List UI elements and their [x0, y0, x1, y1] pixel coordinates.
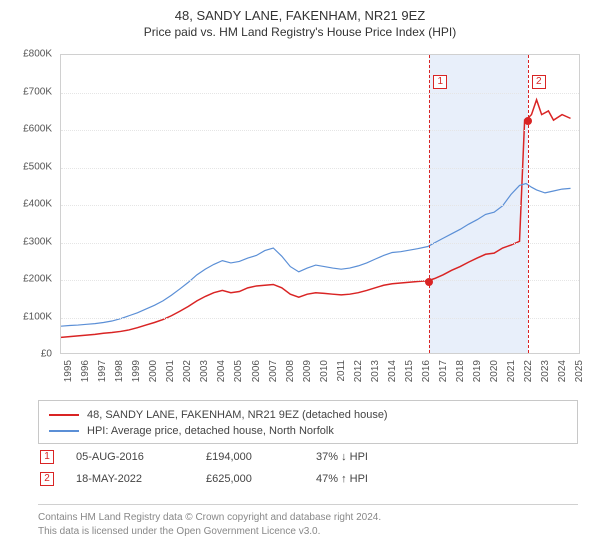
- x-tick-label: 1996: [80, 360, 91, 382]
- x-tick-label: 2003: [199, 360, 210, 382]
- x-tick-label: 2023: [540, 360, 551, 382]
- sale-row-marker: 2: [40, 472, 54, 486]
- x-tick-label: 1998: [114, 360, 125, 382]
- line-svg: [61, 55, 579, 353]
- y-tick-label: £100K: [23, 311, 52, 322]
- x-tick-label: 2014: [387, 360, 398, 382]
- x-tick-label: 2018: [455, 360, 466, 382]
- sale-dot: [425, 278, 433, 286]
- y-tick-label: £500K: [23, 161, 52, 172]
- y-tick-label: £200K: [23, 274, 52, 285]
- x-tick-label: 1997: [97, 360, 108, 382]
- y-tick-label: £400K: [23, 199, 52, 210]
- sale-dashed-line: [429, 55, 430, 353]
- legend-swatch: [49, 414, 79, 416]
- sale-delta: 47% ↑ HPI: [316, 473, 426, 485]
- x-tick-label: 2001: [165, 360, 176, 382]
- legend-swatch: [49, 430, 79, 432]
- x-tick-label: 2007: [268, 360, 279, 382]
- x-tick-label: 2008: [285, 360, 296, 382]
- sale-row: 2 18-MAY-2022£625,00047% ↑ HPI: [38, 468, 578, 490]
- y-tick-label: £600K: [23, 124, 52, 135]
- x-tick-label: 2002: [182, 360, 193, 382]
- x-tick-label: 2021: [506, 360, 517, 382]
- sale-delta: 37% ↓ HPI: [316, 451, 426, 463]
- legend-label: HPI: Average price, detached house, Nort…: [87, 425, 334, 437]
- sales-table: 1 05-AUG-2016£194,00037% ↓ HPI 2 18-MAY-202…: [38, 446, 578, 490]
- x-tick-label: 1999: [131, 360, 142, 382]
- x-tick-label: 1995: [63, 360, 74, 382]
- x-tick-label: 2006: [251, 360, 262, 382]
- x-tick-label: 2011: [336, 360, 347, 382]
- footer-line-2: This data is licensed under the Open Gov…: [38, 525, 578, 539]
- x-tick-label: 2012: [353, 360, 364, 382]
- sale-dot: [524, 117, 532, 125]
- x-tick-label: 2024: [557, 360, 568, 382]
- x-tick-label: 2025: [574, 360, 585, 382]
- sale-marker-box: 2: [532, 75, 546, 89]
- x-tick-label: 2000: [148, 360, 159, 382]
- x-tick-label: 2013: [370, 360, 381, 382]
- y-tick-label: £300K: [23, 236, 52, 247]
- footer-line-1: Contains HM Land Registry data © Crown c…: [38, 511, 578, 525]
- x-tick-label: 2010: [319, 360, 330, 382]
- x-tick-label: 2009: [302, 360, 313, 382]
- x-tick-label: 2016: [421, 360, 432, 382]
- y-axis: £0£100K£200K£300K£400K£500K£600K£700K£80…: [0, 54, 56, 354]
- y-tick-label: £700K: [23, 86, 52, 97]
- chart: £0 £100K £200K £300K £400K £500K £600K £700K £80…: [0, 48, 600, 394]
- x-tick-label: 2015: [404, 360, 415, 382]
- legend-label: 48, SANDY LANE, FAKENHAM, NR21 9EZ (deta…: [87, 409, 388, 421]
- legend-row: HPI: Average price, detached house, Nort…: [49, 423, 567, 439]
- page-subtitle: Price paid vs. HM Land Registry's House …: [0, 23, 600, 39]
- x-tick-label: 2019: [472, 360, 483, 382]
- footer: Contains HM Land Registry data © Crown c…: [38, 504, 578, 538]
- y-tick-label: £0: [41, 349, 52, 360]
- legend-row: 48, SANDY LANE, FAKENHAM, NR21 9EZ (deta…: [49, 407, 567, 423]
- page-title: 48, SANDY LANE, FAKENHAM, NR21 9EZ: [0, 0, 600, 23]
- x-axis: 1995 1996 1997 1998 1999 2000 2001 2002 2003 2004…: [60, 358, 580, 392]
- x-tick-label: 2004: [216, 360, 227, 382]
- sale-date: 05-AUG-2016: [76, 451, 206, 463]
- sale-price: £194,000: [206, 451, 316, 463]
- legend: 48, SANDY LANE, FAKENHAM, NR21 9EZ (deta…: [38, 400, 578, 444]
- sale-row: 1 05-AUG-2016£194,00037% ↓ HPI: [38, 446, 578, 468]
- x-tick-label: 2017: [438, 360, 449, 382]
- sale-marker-box: 1: [433, 75, 447, 89]
- sale-row-marker: 1: [40, 450, 54, 464]
- sale-date: 18-MAY-2022: [76, 473, 206, 485]
- x-tick-label: 2005: [233, 360, 244, 382]
- sale-dashed-line: [528, 55, 529, 353]
- plot-area: 12: [60, 54, 580, 354]
- series-property: [61, 100, 571, 338]
- sale-price: £625,000: [206, 473, 316, 485]
- x-tick-label: 2020: [489, 360, 500, 382]
- y-tick-label: £800K: [23, 49, 52, 60]
- x-tick-label: 2022: [523, 360, 534, 382]
